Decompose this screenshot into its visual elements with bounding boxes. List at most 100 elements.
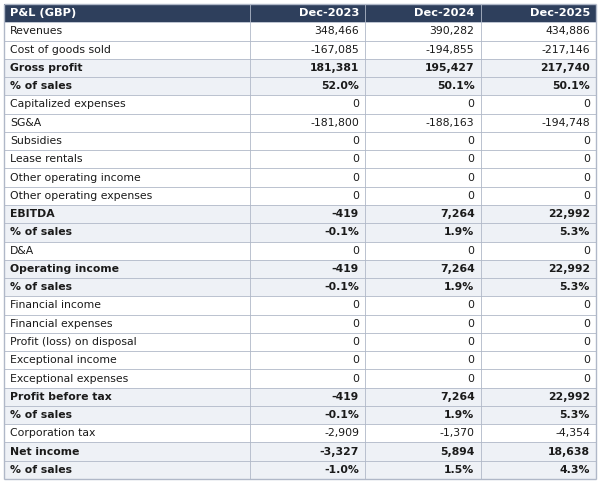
- Bar: [250, 442, 365, 461]
- Text: 5.3%: 5.3%: [560, 282, 590, 292]
- Text: Dec-2023: Dec-2023: [299, 8, 359, 18]
- Bar: [481, 132, 596, 150]
- Bar: [365, 95, 481, 114]
- Text: 390,282: 390,282: [430, 27, 475, 36]
- Bar: [481, 169, 596, 187]
- Text: P&L (GBP): P&L (GBP): [10, 8, 76, 18]
- Text: SG&A: SG&A: [10, 118, 41, 128]
- Bar: [250, 296, 365, 314]
- Text: -419: -419: [332, 392, 359, 402]
- Text: -0.1%: -0.1%: [324, 227, 359, 237]
- Bar: [4, 150, 250, 169]
- Text: 0: 0: [352, 373, 359, 384]
- Text: 0: 0: [467, 99, 475, 110]
- Bar: [481, 278, 596, 296]
- Bar: [4, 132, 250, 150]
- Text: 0: 0: [583, 172, 590, 183]
- Bar: [250, 369, 365, 388]
- Bar: [4, 424, 250, 442]
- Bar: [250, 114, 365, 132]
- Text: 195,427: 195,427: [425, 63, 475, 73]
- Bar: [481, 406, 596, 424]
- Bar: [4, 95, 250, 114]
- Text: 0: 0: [352, 246, 359, 256]
- Text: 0: 0: [467, 373, 475, 384]
- Text: 0: 0: [583, 373, 590, 384]
- Text: 0: 0: [467, 191, 475, 201]
- Bar: [4, 114, 250, 132]
- Bar: [481, 41, 596, 59]
- Text: Lease rentals: Lease rentals: [10, 154, 83, 164]
- Text: % of sales: % of sales: [10, 227, 72, 237]
- Text: 1.9%: 1.9%: [445, 227, 475, 237]
- Text: Dec-2025: Dec-2025: [530, 8, 590, 18]
- Bar: [250, 132, 365, 150]
- Bar: [481, 442, 596, 461]
- Text: 0: 0: [583, 99, 590, 110]
- Bar: [4, 22, 250, 41]
- Bar: [4, 333, 250, 351]
- Text: 0: 0: [583, 136, 590, 146]
- Bar: [365, 314, 481, 333]
- Text: -188,163: -188,163: [426, 118, 475, 128]
- Text: 0: 0: [583, 300, 590, 311]
- Text: 0: 0: [352, 337, 359, 347]
- Text: 0: 0: [467, 300, 475, 311]
- Bar: [4, 223, 250, 242]
- Text: 22,992: 22,992: [548, 264, 590, 274]
- Text: 50.1%: 50.1%: [437, 81, 475, 91]
- Text: 52.0%: 52.0%: [321, 81, 359, 91]
- Bar: [481, 77, 596, 95]
- Text: 50.1%: 50.1%: [552, 81, 590, 91]
- Bar: [481, 369, 596, 388]
- Bar: [4, 351, 250, 369]
- Bar: [365, 205, 481, 223]
- Bar: [481, 333, 596, 351]
- Text: Financial expenses: Financial expenses: [10, 319, 113, 329]
- Bar: [365, 333, 481, 351]
- Text: Dec-2024: Dec-2024: [414, 8, 475, 18]
- Text: Other operating expenses: Other operating expenses: [10, 191, 152, 201]
- Bar: [250, 205, 365, 223]
- Bar: [4, 461, 250, 479]
- Text: -419: -419: [332, 264, 359, 274]
- Bar: [250, 388, 365, 406]
- Text: % of sales: % of sales: [10, 81, 72, 91]
- Text: D&A: D&A: [10, 246, 34, 256]
- Bar: [250, 169, 365, 187]
- Bar: [481, 314, 596, 333]
- Text: Profit before tax: Profit before tax: [10, 392, 112, 402]
- Bar: [481, 461, 596, 479]
- Bar: [365, 187, 481, 205]
- Bar: [4, 369, 250, 388]
- Bar: [481, 205, 596, 223]
- Bar: [481, 260, 596, 278]
- Text: -167,085: -167,085: [310, 44, 359, 55]
- Bar: [250, 314, 365, 333]
- Bar: [4, 388, 250, 406]
- Text: 1.5%: 1.5%: [445, 465, 475, 475]
- Text: 0: 0: [583, 154, 590, 164]
- Bar: [365, 242, 481, 260]
- Text: 181,381: 181,381: [310, 63, 359, 73]
- Bar: [481, 242, 596, 260]
- Bar: [365, 223, 481, 242]
- Bar: [4, 77, 250, 95]
- Bar: [4, 314, 250, 333]
- Text: Profit (loss) on disposal: Profit (loss) on disposal: [10, 337, 137, 347]
- Text: -1,370: -1,370: [440, 428, 475, 439]
- Bar: [4, 278, 250, 296]
- Text: 0: 0: [583, 355, 590, 365]
- Text: Corporation tax: Corporation tax: [10, 428, 95, 439]
- Text: 348,466: 348,466: [314, 27, 359, 36]
- Bar: [365, 114, 481, 132]
- Bar: [365, 442, 481, 461]
- Text: 0: 0: [352, 355, 359, 365]
- Bar: [365, 406, 481, 424]
- Bar: [365, 132, 481, 150]
- Text: -217,146: -217,146: [541, 44, 590, 55]
- Text: 0: 0: [583, 337, 590, 347]
- Text: 217,740: 217,740: [540, 63, 590, 73]
- Bar: [250, 187, 365, 205]
- Text: 0: 0: [467, 355, 475, 365]
